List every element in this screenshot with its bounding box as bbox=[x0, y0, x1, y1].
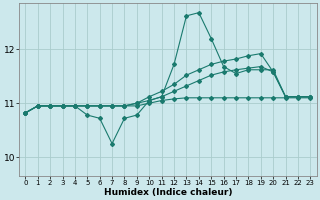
X-axis label: Humidex (Indice chaleur): Humidex (Indice chaleur) bbox=[104, 188, 232, 197]
